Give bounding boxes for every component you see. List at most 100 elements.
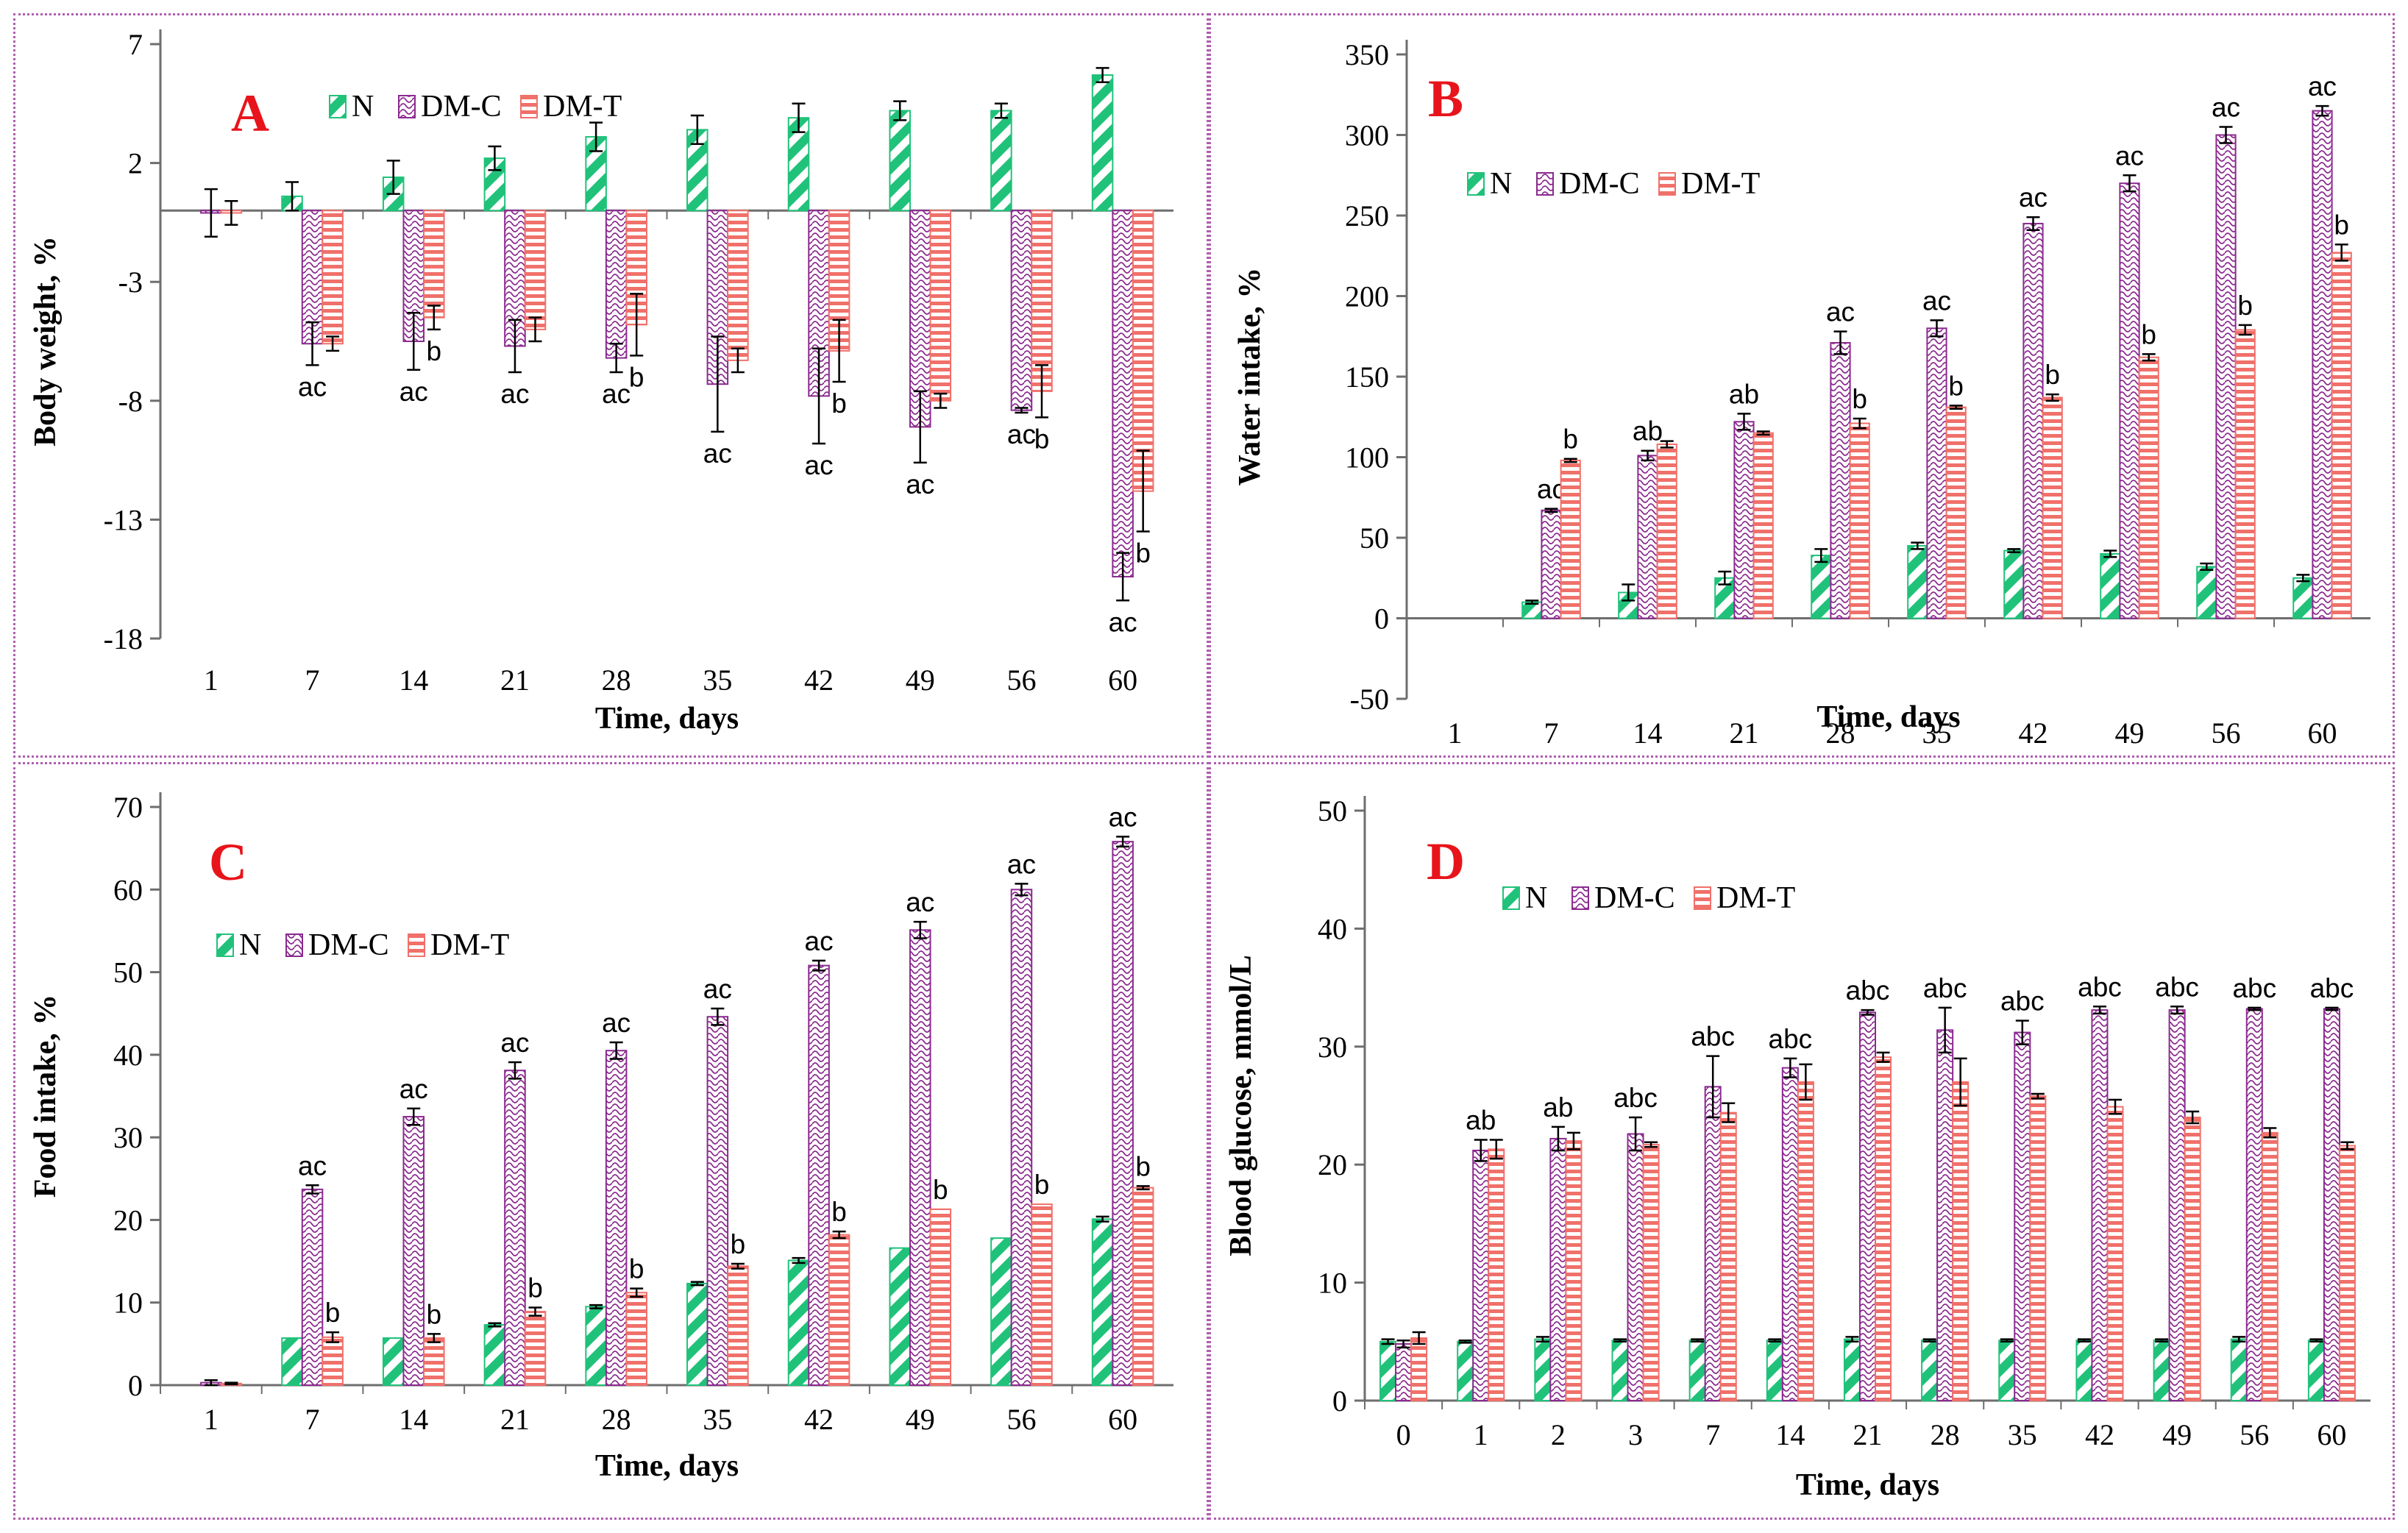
bar-dm-t: [1410, 1337, 1428, 1402]
bar-n: [787, 117, 810, 212]
bar-dm-c: [1926, 327, 1947, 619]
x-tick-label: 1: [204, 664, 219, 697]
bar-dm-t: [727, 1265, 749, 1387]
y-tick-label: 40: [113, 1039, 143, 1072]
y-tick-label: 0: [1374, 602, 1389, 636]
legend-swatch-dm-c: [1536, 172, 1554, 196]
y-tick-label: 50: [113, 956, 143, 989]
bar-n: [1811, 555, 1832, 619]
significance-label: abc: [1769, 1024, 1813, 1054]
bar-dm-c: [1627, 1133, 1644, 1401]
significance-label: b: [1034, 1170, 1050, 1200]
bar-n: [2307, 1340, 2325, 1402]
x-tick-label: 21: [500, 664, 530, 697]
significance-label: abc: [2000, 986, 2045, 1017]
significance-label: ac: [298, 371, 327, 402]
bar-n: [281, 1337, 303, 1387]
significance-label: abc: [1691, 1022, 1735, 1052]
y-tick-label: -18: [104, 622, 143, 655]
chart-panel-b: 350 300 250 200 150 100 50 0 -50 1 7 ac b 14 ab 21 ab 28 a…: [1233, 38, 2370, 750]
legend-label: N: [239, 928, 261, 962]
significance-label: ac: [1109, 607, 1137, 637]
bar-dm-c: [706, 1016, 729, 1386]
x-tick-label: 42: [2019, 716, 2048, 750]
bar-n: [787, 1259, 810, 1387]
panel-letter: C: [209, 833, 247, 892]
bar-dm-c: [2312, 110, 2333, 619]
bar-n: [585, 1306, 607, 1387]
significance-label: ac: [602, 1008, 631, 1038]
significance-label: b: [629, 362, 644, 392]
bar-dm-t: [1031, 1203, 1053, 1386]
bar-n: [1921, 1340, 1939, 1402]
y-tick-label: 250: [1345, 199, 1389, 232]
legend-swatch-dm-t: [520, 95, 538, 118]
significance-label: ac: [602, 379, 631, 409]
x-tick-label: 42: [804, 1403, 834, 1436]
significance-label: abc: [2155, 972, 2199, 1002]
x-axis-title: Time, days: [1816, 700, 1960, 734]
significance-label: ac: [500, 1028, 529, 1058]
panel-c-frame: [13, 762, 1209, 1520]
significance-label: b: [1948, 371, 1964, 401]
x-tick-label: 56: [2212, 716, 2241, 750]
y-tick-label: 30: [1318, 1031, 1347, 1064]
bar-dm-c: [301, 1188, 324, 1386]
x-tick-label: 7: [1705, 1418, 1720, 1451]
bar-dm-t: [2338, 1145, 2356, 1401]
significance-label: ac: [2212, 93, 2240, 123]
panel-letter: A: [231, 84, 269, 143]
bar-dm-c: [1704, 1086, 1722, 1402]
bar-dm-t: [2029, 1095, 2047, 1401]
chart-panel-c: 70 60 50 40 30 20 10 0 1 7 ac b 14 ac b 21 ac b 28 ac b 35 ac b…: [29, 791, 1173, 1483]
significance-label: b: [2141, 319, 2156, 349]
bar-dm-t: [2331, 252, 2352, 619]
bar-dm-t: [2234, 329, 2256, 619]
bar-dm-c: [1858, 1011, 1877, 1402]
significance-label: abc: [2232, 973, 2276, 1003]
significance-label: b: [2045, 360, 2060, 390]
bar-n: [382, 1337, 405, 1387]
bar-dm-t: [524, 1311, 547, 1386]
significance-label: abc: [1923, 973, 1967, 1003]
bar-dm-t: [423, 1337, 445, 1387]
legend-swatch-dm-t: [1694, 886, 1711, 910]
bar-dm-c: [1472, 1149, 1490, 1402]
y-tick-label: 0: [1332, 1384, 1347, 1418]
bar-dm-c: [2014, 1031, 2031, 1401]
panel-letter: D: [1427, 832, 1465, 891]
x-tick-label: 7: [305, 1403, 320, 1436]
bar-dm-c: [2323, 1008, 2340, 1402]
x-tick-label: 21: [1853, 1418, 1883, 1451]
x-tick-label: 49: [2162, 1418, 2192, 1451]
x-tick-label: 7: [1544, 716, 1559, 750]
bar-n: [1688, 1340, 1706, 1402]
x-tick-label: 60: [1108, 1403, 1137, 1436]
significance-label: abc: [1613, 1083, 1658, 1113]
x-tick-label: 28: [602, 664, 631, 697]
legend-label: N: [352, 90, 374, 124]
bar-dm-c: [1733, 421, 1755, 619]
bar-n: [2003, 549, 2025, 619]
bar-dm-t: [322, 1336, 344, 1386]
bar-n: [1766, 1340, 1783, 1402]
bar-dm-t: [2184, 1117, 2201, 1402]
y-tick-label: 7: [128, 28, 143, 61]
legend-swatch-dm-c: [285, 933, 303, 957]
legend-label: DM-C: [1594, 881, 1675, 915]
legend-label: DM-C: [1559, 167, 1640, 201]
significance-label: b: [528, 1273, 543, 1303]
bar-n: [1843, 1338, 1861, 1402]
bar-n: [1611, 1340, 1629, 1402]
legend-swatch-n: [216, 933, 234, 957]
x-tick-label: 49: [2115, 716, 2145, 750]
significance-label: ac: [2308, 71, 2337, 102]
bar-dm-c: [1010, 210, 1033, 411]
bar-dm-t: [1945, 406, 1967, 619]
x-tick-label: 28: [1931, 1418, 1960, 1451]
bar-dm-t: [1719, 1111, 1737, 1402]
bar-dm-c: [1395, 1343, 1413, 1402]
y-tick-label: 30: [113, 1121, 143, 1154]
bar-dm-t: [625, 1292, 647, 1386]
panel-b-frame: [1209, 13, 2395, 758]
